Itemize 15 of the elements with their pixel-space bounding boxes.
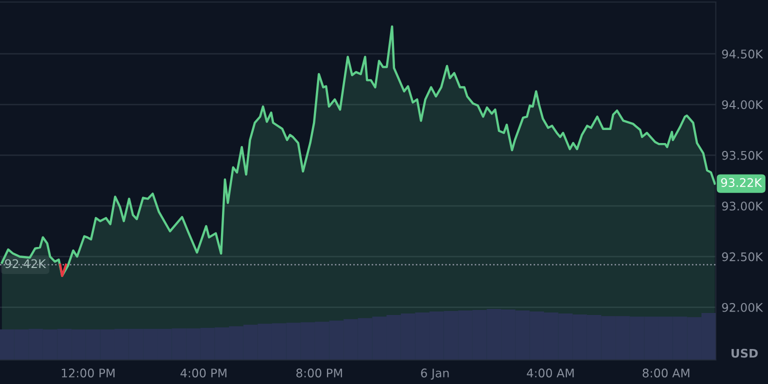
x-tick-label: 8:00 PM [296, 368, 342, 378]
y-tick-label: 93.50K [722, 150, 764, 160]
x-tick-label: 4:00 PM [180, 368, 226, 378]
x-tick-label: 12:00 PM [62, 368, 115, 378]
ref-line-label: 92.42K [5, 259, 46, 268]
y-tick-label: 92.50K [722, 252, 764, 262]
x-tick-label: 4:00 AM [526, 368, 574, 378]
y-tick-label: 94.50K [722, 50, 764, 58]
y-axis-title: USD [732, 348, 758, 358]
y-tick-label: 93.00K [722, 202, 764, 211]
x-tick-label: 8:00 AM [642, 368, 690, 378]
y-tick-label: 92.00K [722, 303, 764, 312]
x-tick-label: 6 Jan [421, 368, 449, 380]
y-tick-label: 94.00K [722, 100, 764, 110]
annotation: 93.22K [721, 178, 762, 188]
